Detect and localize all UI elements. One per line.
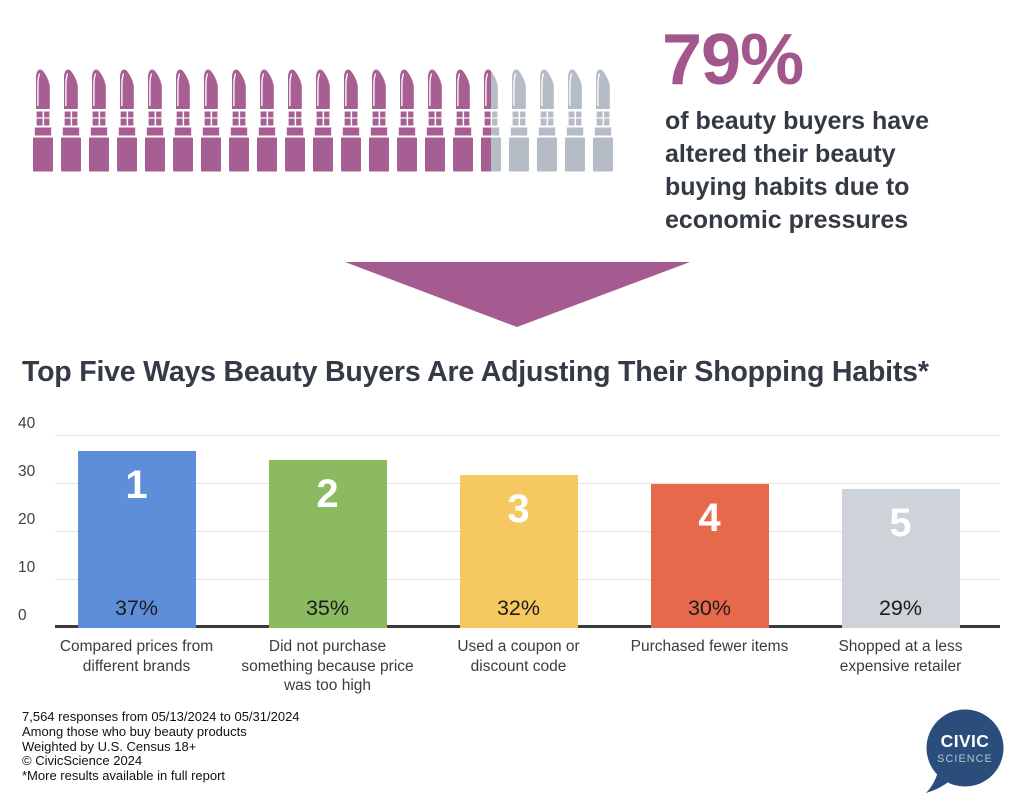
section-title: Top Five Ways Beauty Buyers Are Adjustin… bbox=[22, 356, 929, 388]
category-label: Shopped at a less expensive retailer bbox=[838, 638, 963, 675]
bar-value-label: 29% bbox=[878, 595, 923, 620]
bar-rank-label: 2 bbox=[316, 472, 339, 517]
category-label: Used a coupon or discount code bbox=[457, 638, 580, 675]
y-tick-label: 20 bbox=[18, 511, 36, 529]
footnote-line: Weighted by U.S. Census 18+ bbox=[22, 738, 197, 754]
category-label: Purchased fewer items bbox=[630, 638, 789, 655]
stat-description: of beauty buyers have altered their beau… bbox=[665, 107, 929, 234]
stat-value: 79% bbox=[662, 20, 804, 100]
bar-rank-label: 3 bbox=[507, 486, 530, 531]
category-label: Did not purchase something because price… bbox=[241, 638, 414, 694]
footnote-line: © CivicScience 2024 bbox=[22, 753, 143, 769]
bar: 3 32% bbox=[459, 474, 578, 628]
y-tick-label: 0 bbox=[18, 607, 27, 624]
bar-rank-label: 5 bbox=[889, 501, 912, 546]
bar-value-label: 30% bbox=[687, 595, 732, 620]
footnote-line: *More results available in full report bbox=[22, 768, 226, 784]
bar-value-label: 37% bbox=[114, 595, 159, 620]
bar-rank-label: 4 bbox=[698, 496, 721, 541]
y-tick-label: 10 bbox=[18, 559, 36, 577]
y-tick-label: 40 bbox=[18, 415, 36, 433]
logo-text-science: SCIENCE bbox=[937, 753, 993, 765]
logo-text-civic: CIVIC bbox=[941, 731, 990, 751]
footnote-line: Among those who buy beauty products bbox=[22, 723, 247, 739]
footnote-line: 7,564 responses from 05/13/2024 to 05/31… bbox=[22, 709, 300, 724]
logo-bubble bbox=[926, 709, 1004, 787]
bar: 4 30% bbox=[650, 484, 769, 628]
bar: 1 37% bbox=[77, 450, 196, 628]
y-tick-label: 30 bbox=[18, 463, 36, 481]
bar-value-label: 35% bbox=[305, 595, 350, 620]
civicscience-logo: CIVIC SCIENCE bbox=[926, 709, 1004, 793]
bar-rank-label: 1 bbox=[125, 462, 148, 507]
category-label: Compared prices from different brands bbox=[59, 638, 214, 675]
bar: 5 29% bbox=[841, 489, 960, 628]
gridline bbox=[55, 434, 1000, 436]
footnotes: 7,564 responses from 05/13/2024 to 05/31… bbox=[22, 709, 300, 784]
down-arrow-icon bbox=[345, 262, 690, 327]
bar-value-label: 32% bbox=[496, 595, 541, 620]
bar: 2 35% bbox=[268, 460, 387, 628]
logo-bubble-tail bbox=[926, 772, 951, 793]
